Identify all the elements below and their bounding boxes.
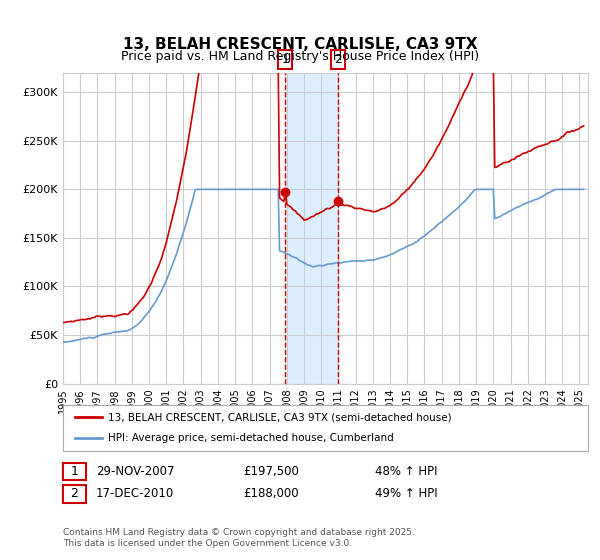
Text: Contains HM Land Registry data © Crown copyright and database right 2025.
This d: Contains HM Land Registry data © Crown c…: [63, 528, 415, 548]
Text: Price paid vs. HM Land Registry's House Price Index (HPI): Price paid vs. HM Land Registry's House …: [121, 50, 479, 63]
Text: 49% ↑ HPI: 49% ↑ HPI: [375, 487, 437, 501]
Text: 17-DEC-2010: 17-DEC-2010: [96, 487, 174, 501]
Text: 1: 1: [281, 53, 289, 66]
Text: 1: 1: [70, 465, 79, 478]
Text: 13, BELAH CRESCENT, CARLISLE, CA3 9TX (semi-detached house): 13, BELAH CRESCENT, CARLISLE, CA3 9TX (s…: [108, 412, 452, 422]
Text: 2: 2: [70, 487, 79, 501]
Bar: [286, 73, 338, 384]
Text: 29-NOV-2007: 29-NOV-2007: [96, 465, 175, 478]
Text: HPI: Average price, semi-detached house, Cumberland: HPI: Average price, semi-detached house,…: [108, 433, 394, 444]
Text: £197,500: £197,500: [243, 465, 299, 478]
Text: 13, BELAH CRESCENT, CARLISLE, CA3 9TX: 13, BELAH CRESCENT, CARLISLE, CA3 9TX: [123, 36, 477, 52]
Text: £188,000: £188,000: [243, 487, 299, 501]
Text: 2: 2: [334, 53, 341, 66]
Text: 48% ↑ HPI: 48% ↑ HPI: [375, 465, 437, 478]
